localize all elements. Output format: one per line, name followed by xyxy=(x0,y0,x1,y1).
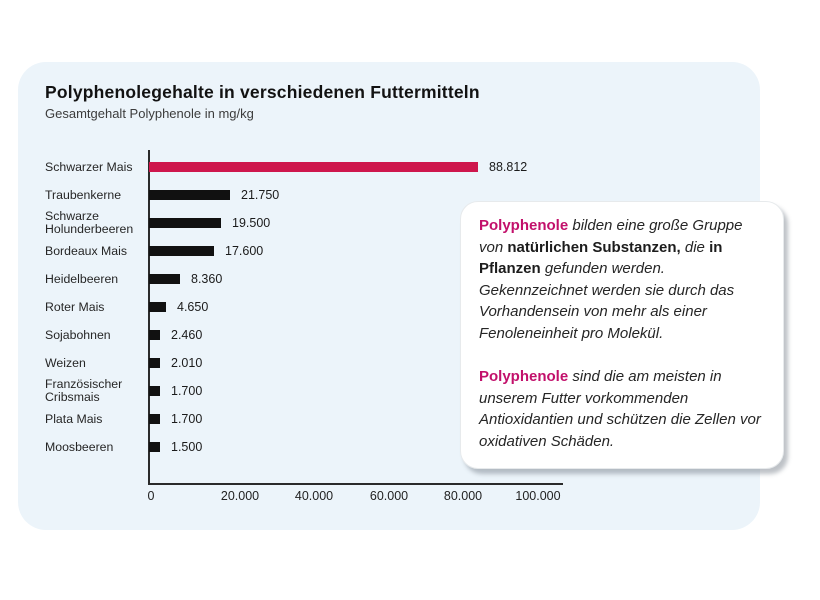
value-label: 2.460 xyxy=(171,328,203,342)
category-label: Plata Mais xyxy=(45,411,103,426)
text-segment: natürlichen Substanzen, xyxy=(507,238,681,256)
category-label: Weizen xyxy=(45,355,86,370)
bar xyxy=(149,386,160,396)
chart-row: Schwarzer Mais 88.812 xyxy=(18,153,760,181)
chart-row: Moosbeeren 1.500 xyxy=(18,433,760,461)
value-label: 88.812 xyxy=(489,160,528,174)
bar xyxy=(149,302,166,312)
chart-row: Sojabohnen 2.460 xyxy=(18,321,760,349)
category-label: Schwarzer Mais xyxy=(45,159,133,174)
category-label: Französischer Cribsmais xyxy=(45,377,123,404)
category-label: Traubenkerne xyxy=(45,187,122,202)
category-label: Roter Mais xyxy=(45,299,105,314)
polyphenol-infobox: Polyphenole bilden eine große Gruppe von… xyxy=(460,201,784,469)
chart-row: Schwarze Holunderbeeren 19.500 xyxy=(18,209,760,237)
value-label: 2.010 xyxy=(171,356,203,370)
x-tick-label: 20.000 xyxy=(220,489,260,503)
bar xyxy=(149,246,214,256)
value-label: 8.360 xyxy=(191,272,223,286)
x-tick-label: 80.000 xyxy=(443,489,483,503)
value-label: 1.500 xyxy=(171,440,203,454)
bar xyxy=(149,414,160,424)
x-tick-label: 40.000 xyxy=(294,489,334,503)
x-tick-label: 60.000 xyxy=(369,489,409,503)
bar xyxy=(149,274,180,284)
accent-keyword: Polyphenole xyxy=(479,217,569,234)
category-label: Sojabohnen xyxy=(45,327,111,342)
accent-keyword: Polyphenole xyxy=(479,368,569,385)
text-segment: in Pflanzen xyxy=(479,238,723,278)
text-segment: gefunden werden. Gekennzeichnet werden s… xyxy=(479,260,735,342)
bar xyxy=(149,218,221,228)
chart-subtitle: Gesamtgehalt Polyphenole in mg/kg xyxy=(45,106,254,121)
value-label: 1.700 xyxy=(171,384,203,398)
value-label: 17.600 xyxy=(225,244,264,258)
category-label: Bordeaux Mais xyxy=(45,243,128,258)
x-tick-label: 0 xyxy=(147,489,155,503)
bar xyxy=(149,190,230,200)
bar xyxy=(149,330,160,340)
infobox-paragraph: Polyphenole bilden eine große Gruppe von… xyxy=(479,215,765,344)
chart-row: Roter Mais 4.650 xyxy=(18,293,760,321)
bar xyxy=(149,442,160,452)
category-label: Schwarze Holunderbeeren xyxy=(45,209,134,236)
chart-row: Weizen 2.010 xyxy=(18,349,760,377)
chart-rows: Schwarzer Mais 88.812 Traubenkerne 21.750 Sc… xyxy=(18,153,760,461)
chart-row: Plata Mais 1.700 xyxy=(18,405,760,433)
chart-row: Heidelbeeren 8.360 xyxy=(18,265,760,293)
bar xyxy=(149,358,160,368)
chart-row: Traubenkerne 21.750 xyxy=(18,181,760,209)
bar xyxy=(149,162,478,172)
value-label: 21.750 xyxy=(241,188,280,202)
text-segment: sind die am meisten in unserem Futter vo… xyxy=(479,368,761,450)
text-segment: die xyxy=(680,238,710,256)
chart-title: Polyphenolegehalte in verschiedenen Futt… xyxy=(45,82,480,102)
chart-row: Bordeaux Mais 17.600 xyxy=(18,237,760,265)
category-label: Moosbeeren xyxy=(45,439,114,454)
chart-row: Französischer Cribsmais 1.700 xyxy=(18,377,760,405)
category-label: Heidelbeeren xyxy=(45,271,119,286)
x-axis-line xyxy=(148,483,563,485)
x-tick-label: 100.000 xyxy=(515,489,561,503)
value-label: 1.700 xyxy=(171,412,203,426)
value-label: 4.650 xyxy=(177,300,209,314)
text-segment: bilden eine große Gruppe von xyxy=(479,217,743,256)
y-axis-line xyxy=(148,150,150,483)
value-label: 19.500 xyxy=(232,216,271,230)
infobox-paragraph: Polyphenole sind die am meisten in unser… xyxy=(479,366,765,452)
